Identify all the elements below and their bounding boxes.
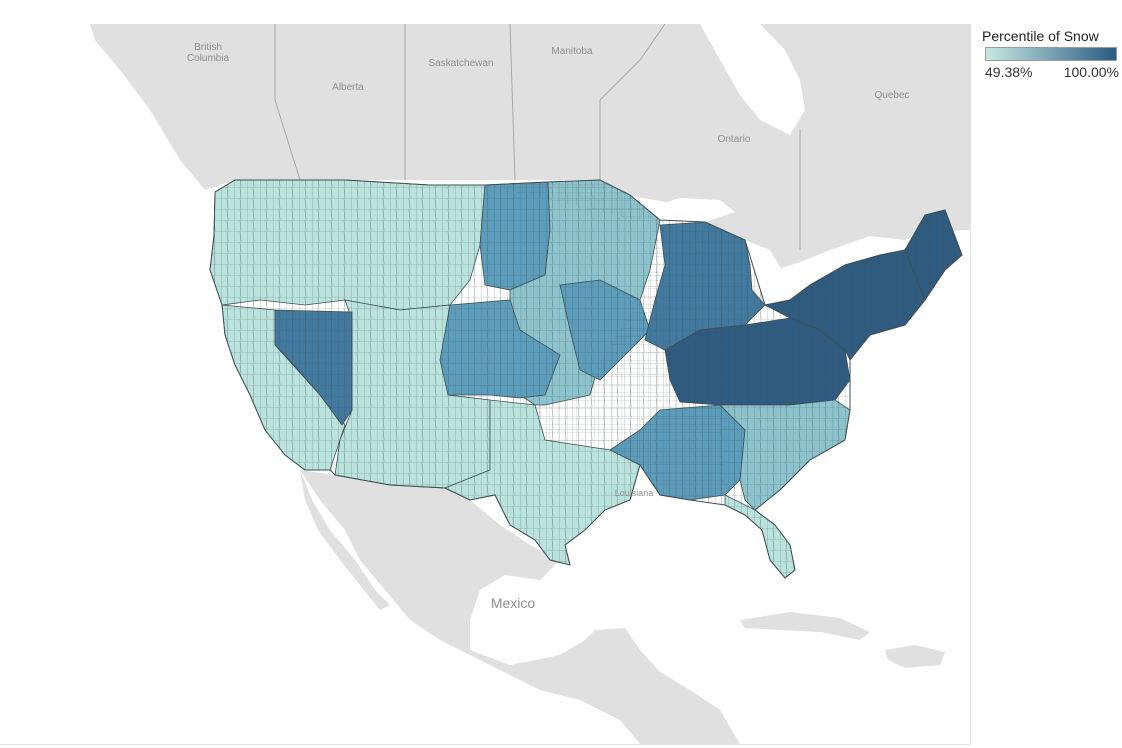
label-mexico: Mexico bbox=[491, 595, 536, 611]
county-mesh bbox=[209, 179, 963, 579]
province-boundaries bbox=[274, 24, 801, 501]
label-british-columbia-1: British bbox=[194, 42, 222, 53]
map-canvas[interactable]: British Columbia Alberta Saskatchewan Ma… bbox=[0, 24, 970, 744]
label-quebec: Quebec bbox=[874, 90, 909, 101]
mexico-landmass bbox=[300, 470, 740, 744]
label-manitoba: Manitoba bbox=[551, 46, 593, 57]
label-alberta: Alberta bbox=[332, 82, 364, 93]
lake-superior bbox=[640, 198, 735, 225]
label-saskatchewan: Saskatchewan bbox=[428, 58, 493, 69]
legend-gradient-bar bbox=[985, 47, 1117, 61]
label-british-columbia-2: Columbia bbox=[187, 53, 230, 64]
label-ontario: Ontario bbox=[718, 134, 751, 145]
hispaniola-island bbox=[885, 645, 945, 668]
cuba-island bbox=[740, 612, 870, 640]
legend-min-label: 49.38% bbox=[985, 64, 1033, 80]
legend-title: Percentile of Snow bbox=[982, 28, 1099, 44]
map-view[interactable]: British Columbia Alberta Saskatchewan Ma… bbox=[0, 24, 971, 745]
label-louisiana: Louisiana bbox=[615, 488, 654, 498]
baja-california bbox=[300, 470, 390, 610]
color-legend: Percentile of Snow 49.38% 100.00% bbox=[980, 28, 1120, 80]
legend-max-label: 100.00% bbox=[1063, 64, 1119, 80]
hudson-bay bbox=[610, 24, 805, 135]
place-labels: British Columbia Alberta Saskatchewan Ma… bbox=[187, 42, 910, 611]
legend-range-labels: 49.38% 100.00% bbox=[985, 64, 1119, 80]
